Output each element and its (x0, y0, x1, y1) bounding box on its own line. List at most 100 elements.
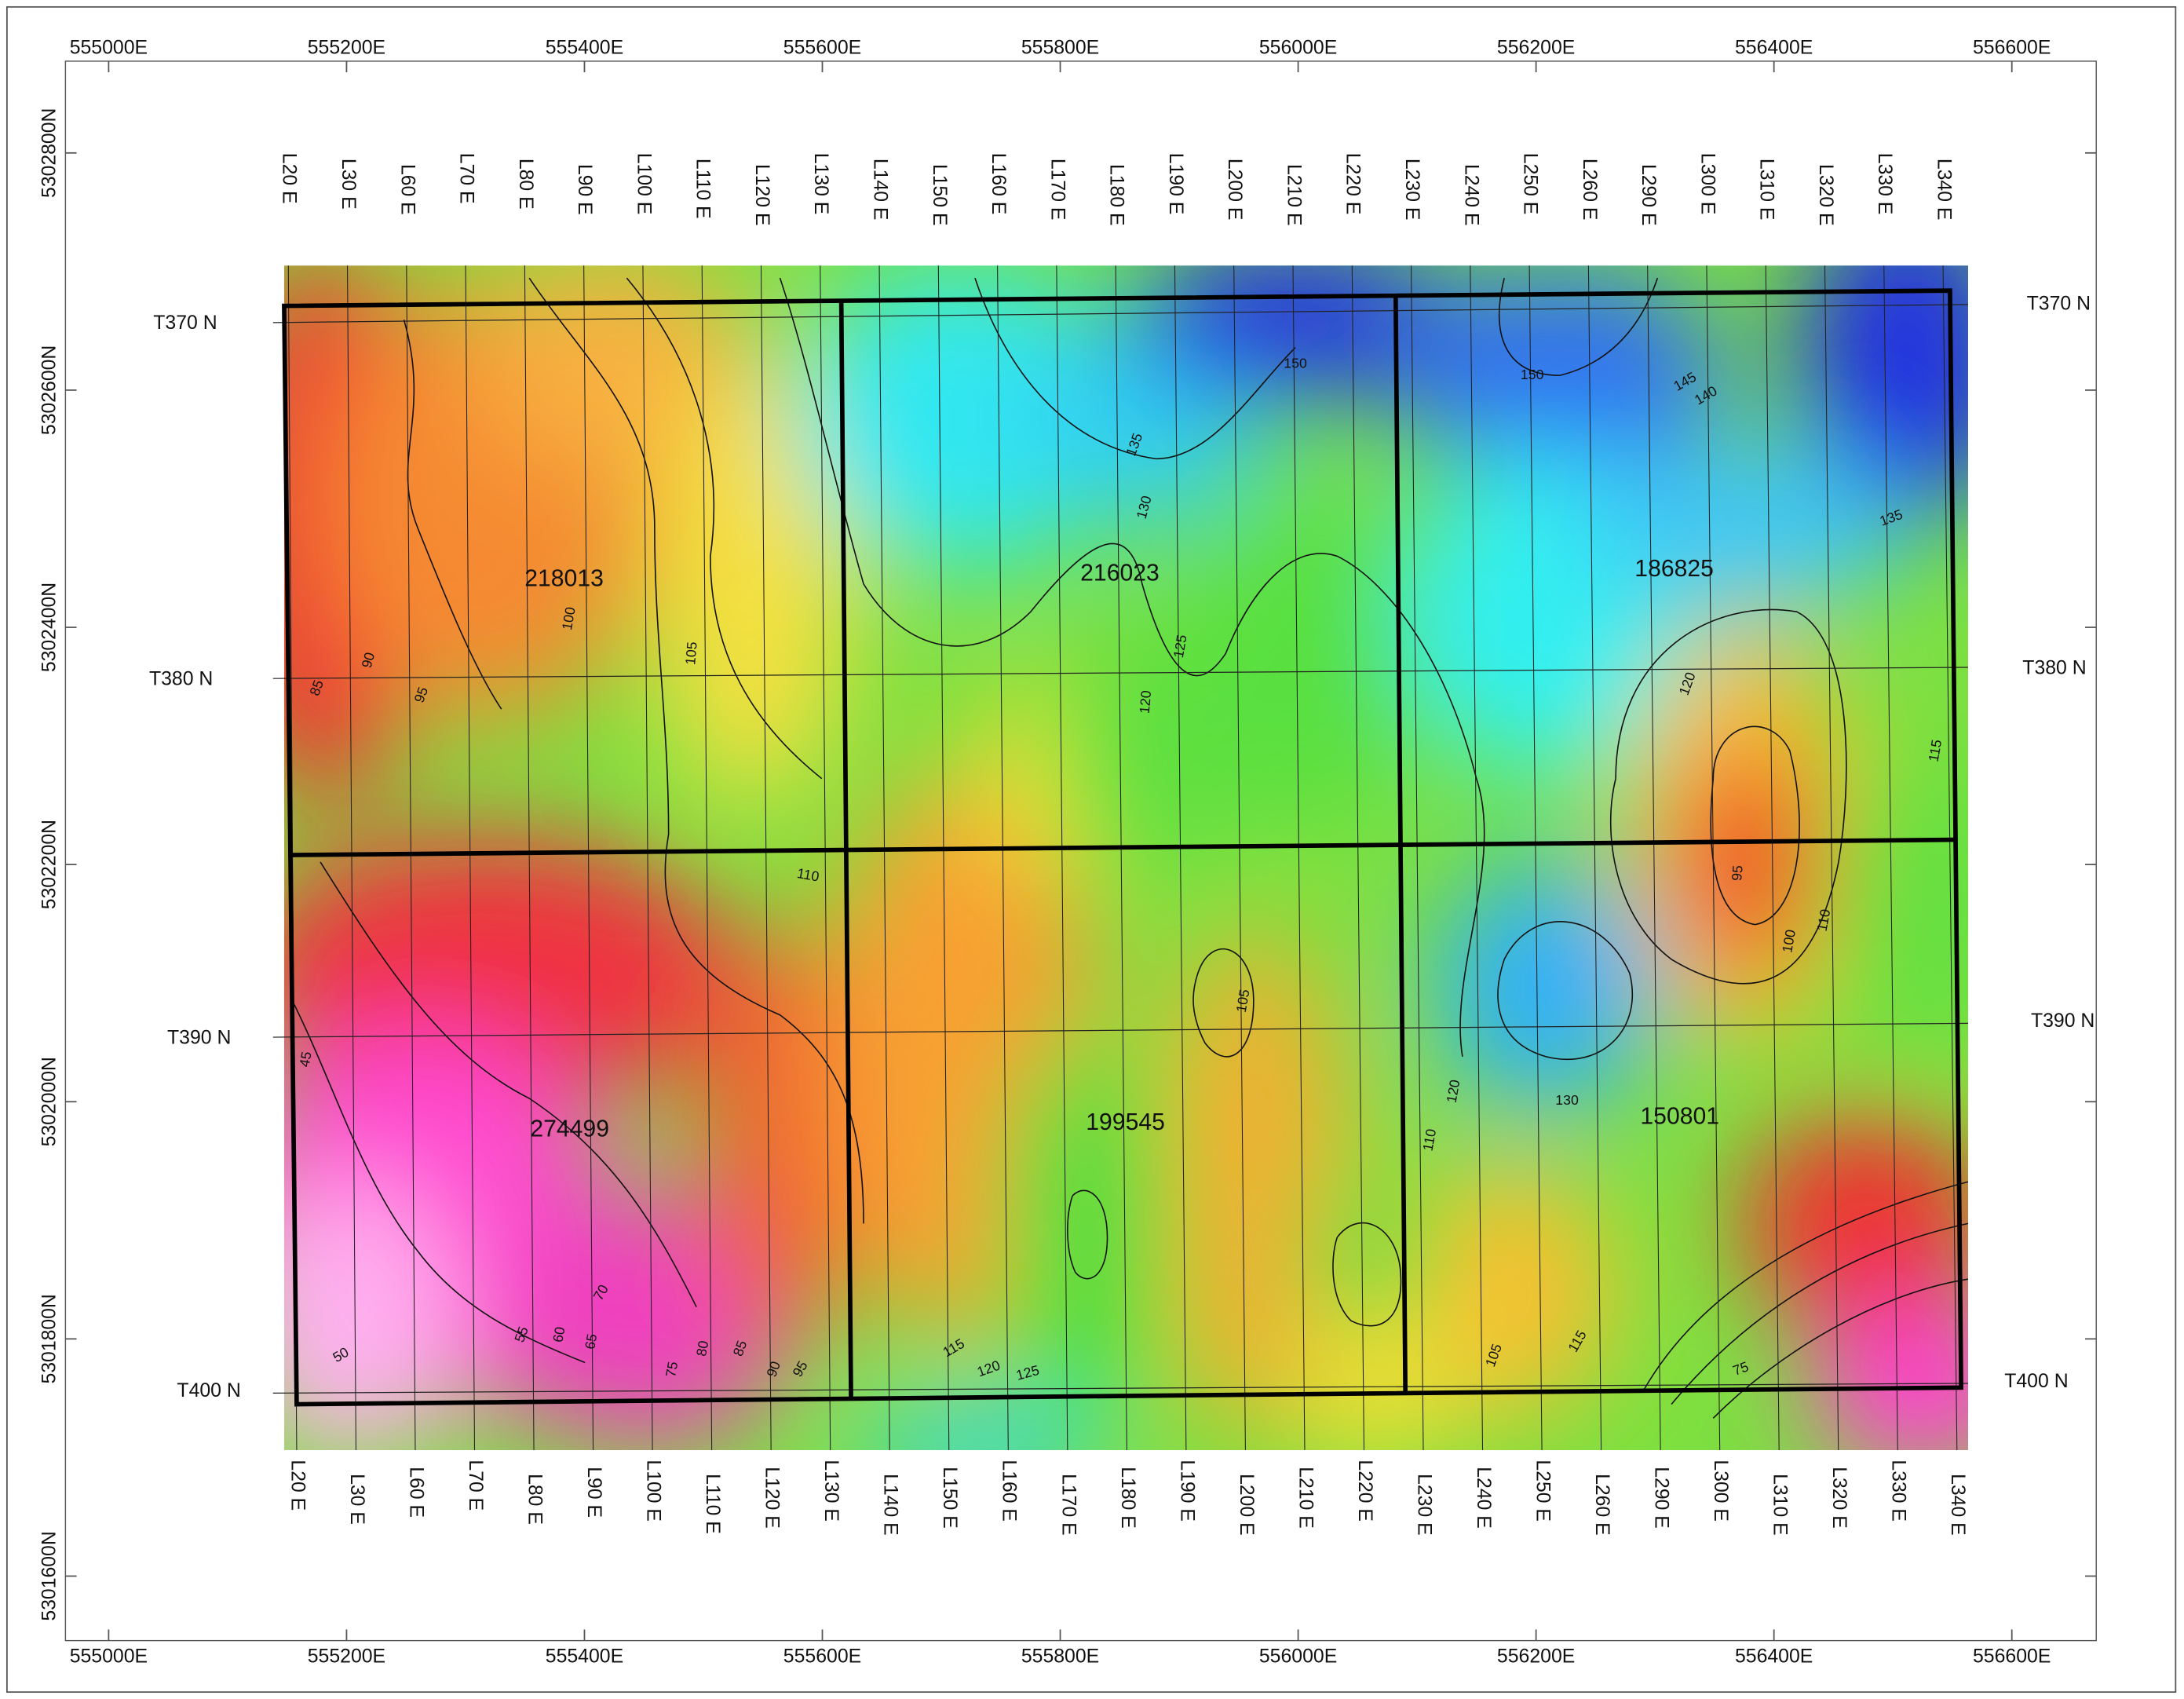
northing-label: 5302000N (38, 1057, 60, 1146)
line-label-top: L60 E (396, 164, 418, 215)
easting-label-bottom: 555000E (70, 1646, 148, 1667)
line-label-top: L70 E (456, 153, 477, 204)
easting-label-bottom: 555400E (546, 1646, 623, 1667)
easting-label-top: 555400E (546, 38, 623, 59)
contour-label: 75 (663, 1361, 681, 1379)
line-label-top: L310 E (1756, 159, 1777, 221)
contour-label: 80 (693, 1339, 711, 1357)
contour-label: 95 (1729, 864, 1746, 882)
line-label-top: L260 E (1579, 159, 1600, 221)
line-label-top: L210 E (1283, 164, 1304, 226)
color-blob (1003, 1029, 1170, 1418)
line-label-bottom: L330 E (1888, 1460, 1909, 1522)
line-label-bottom: L250 E (1532, 1460, 1554, 1522)
easting-label-bottom: 555200E (308, 1646, 385, 1667)
line-label-bottom: L240 E (1473, 1467, 1494, 1529)
tie-line-label-left: T370 N (153, 312, 217, 334)
color-blob (1824, 751, 1992, 1057)
line-label-top: L110 E (692, 159, 714, 219)
easting-label-top: 556200E (1497, 38, 1575, 59)
northing-label: 5301800N (38, 1294, 60, 1383)
line-label-top: L170 E (1046, 159, 1068, 221)
line-label-bottom: L190 E (1176, 1460, 1197, 1522)
easting-label-top: 555200E (308, 38, 385, 59)
line-label-bottom: L140 E (880, 1474, 901, 1536)
tie-line-label-left: T400 N (177, 1380, 240, 1401)
easting-label-top: 556000E (1259, 38, 1337, 59)
contour-label: 65 (582, 1332, 600, 1350)
line-label-bottom: L130 E (820, 1460, 842, 1522)
line-label-top: L340 E (1933, 159, 1954, 221)
tie-line-label-right: T380 N (2022, 657, 2086, 678)
line-label-bottom: L30 E (346, 1474, 367, 1525)
line-label-bottom: L220 E (1354, 1460, 1375, 1522)
contour-label: 150 (1521, 367, 1544, 382)
line-label-top: L90 E (574, 164, 595, 215)
line-label-bottom: L150 E (939, 1467, 960, 1529)
line-label-bottom: L70 E (465, 1460, 486, 1511)
color-blob (237, 1182, 460, 1460)
line-label-bottom: L110 E (702, 1474, 723, 1534)
line-label-top: L190 E (1165, 153, 1186, 215)
easting-label-top: 556600E (1973, 38, 2051, 59)
contour-label: 105 (682, 641, 700, 665)
line-label-top: L20 E (279, 153, 300, 204)
tie-line-label-left: T380 N (149, 669, 213, 690)
claim-label: 274499 (530, 1116, 609, 1142)
northing-label: 5302600N (38, 345, 60, 435)
easting-label-top: 555600E (783, 38, 861, 59)
line-label-top: L290 E (1638, 164, 1659, 226)
line-label-top: L150 E (929, 164, 950, 226)
contour-label: 130 (1555, 1092, 1579, 1108)
line-label-top: L100 E (633, 153, 654, 215)
line-label-bottom: L260 E (1591, 1474, 1612, 1536)
line-label-top: L120 E (751, 164, 772, 226)
color-blob (1434, 862, 1657, 1113)
line-label-bottom: L230 E (1413, 1474, 1434, 1536)
color-blob (1574, 445, 1908, 612)
line-label-bottom: L320 E (1828, 1467, 1850, 1529)
line-label-top: L30 E (338, 159, 359, 210)
line-label-bottom: L290 E (1651, 1467, 1672, 1529)
line-label-bottom: L120 E (761, 1467, 783, 1529)
contour-label: 150 (1284, 356, 1307, 371)
claim-label: 150801 (1640, 1104, 1719, 1130)
claim-label: 218013 (524, 565, 604, 591)
line-label-top: L300 E (1696, 153, 1718, 215)
line-label-top: L330 E (1874, 153, 1895, 215)
tie-line-label-right: T400 N (2004, 1371, 2068, 1392)
line-label-bottom: L160 E (999, 1460, 1020, 1522)
line-label-bottom: L60 E (405, 1467, 426, 1518)
line-label-bottom: L200 E (1236, 1474, 1257, 1536)
line-label-top: L220 E (1342, 153, 1364, 215)
line-label-bottom: L90 E (583, 1467, 604, 1518)
map: 555000E 555000E 555200E 555200E 555400E 55540… (0, 0, 2184, 1699)
easting-label-bottom: 555600E (783, 1646, 861, 1667)
easting-label-top: 555000E (70, 38, 148, 59)
easting-label-top: 556400E (1735, 38, 1813, 59)
easting-label-bottom: 556400E (1735, 1646, 1813, 1667)
contour-label: 60 (550, 1325, 568, 1343)
line-label-bottom: L340 E (1947, 1474, 1968, 1536)
northing-label: 5301600N (38, 1531, 60, 1620)
northing-label: 5302400N (38, 583, 60, 672)
claim-label: 216023 (1080, 560, 1160, 586)
tie-line-label-right: T370 N (2027, 293, 2091, 314)
easting-label-bottom: 556200E (1497, 1646, 1575, 1667)
line-label-top: L250 E (1520, 153, 1541, 215)
claim-label: 186825 (1634, 556, 1714, 582)
color-blob (1295, 1321, 1463, 1460)
line-label-top: L140 E (869, 159, 890, 221)
line-label-top: L160 E (988, 153, 1009, 215)
line-label-bottom: L210 E (1295, 1467, 1316, 1529)
line-label-top: L240 E (1460, 164, 1481, 226)
northing-label: 5302800N (38, 108, 60, 198)
easting-label-top: 555800E (1021, 38, 1099, 59)
line-label-top: L80 E (515, 159, 536, 210)
contour-label: 120 (1137, 689, 1155, 714)
line-label-top: L130 E (810, 153, 831, 215)
line-label-bottom: L80 E (524, 1474, 545, 1525)
line-label-bottom: L180 E (1117, 1467, 1138, 1529)
easting-label-bottom: 556600E (1973, 1646, 2051, 1667)
easting-label-bottom: 555800E (1021, 1646, 1099, 1667)
